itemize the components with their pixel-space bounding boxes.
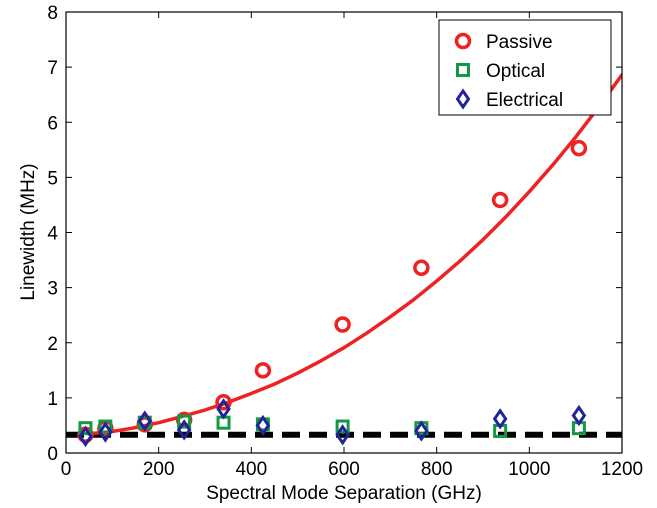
optical-point [335,419,350,434]
legend-marker-optical [456,63,470,77]
electrical-point [216,398,231,420]
series-passive [77,139,588,444]
x-tick-label: 400 [235,459,267,480]
electrical-point [78,425,93,448]
optical-point [98,419,113,434]
electrical-point [255,414,271,437]
y-tick-label: 7 [47,58,58,79]
series-electrical [78,398,587,448]
legend-marker-passive [454,32,472,50]
legend-label-electrical: Electrical [486,90,563,111]
legend-label-passive: Passive [486,32,553,53]
y-axis-label: Linewidth (MHz) [18,163,39,300]
legend: Passive Optical Electrical [438,19,612,116]
x-tick-label: 1000 [508,459,550,480]
optical-point [78,421,93,436]
electrical-point [137,410,153,432]
x-tick-label: 0 [61,459,72,480]
y-tick-label: 4 [47,224,58,245]
y-tick-label: 1 [47,389,58,410]
y-tick-label: 8 [47,3,58,24]
x-tick-label: 200 [143,459,175,480]
passive-point [570,139,588,157]
axis-ticks: 0 200 400 600 800 1000 1200 0 1 2 3 4 5 6 7 8 [47,3,643,480]
passive-point [413,259,430,277]
electrical-point [335,424,350,446]
x-tick-label: 800 [421,459,453,480]
y-tick-label: 2 [47,334,58,355]
electrical-point [98,421,113,443]
electrical-point [414,420,429,442]
optical-point [177,414,192,429]
fit-curve [87,73,622,436]
legend-marker-electrical [455,88,471,110]
x-axis-label: Spectral Mode Separation (GHz) [206,483,482,504]
passive-point [491,191,509,209]
legend-label-optical: Optical [486,61,545,82]
electrical-point [176,419,192,441]
electrical-point [571,404,587,427]
y-tick-label: 5 [47,168,58,189]
plot-content [66,73,622,448]
passive-point [334,316,351,333]
x-tick-label: 600 [328,459,360,480]
y-tick-label: 3 [47,279,58,300]
y-tick-label: 0 [47,444,58,465]
passive-point [254,362,272,379]
passive-point [215,394,232,411]
electrical-point [492,408,508,430]
x-tick-label: 1200 [601,459,643,480]
y-tick-label: 6 [47,113,58,134]
